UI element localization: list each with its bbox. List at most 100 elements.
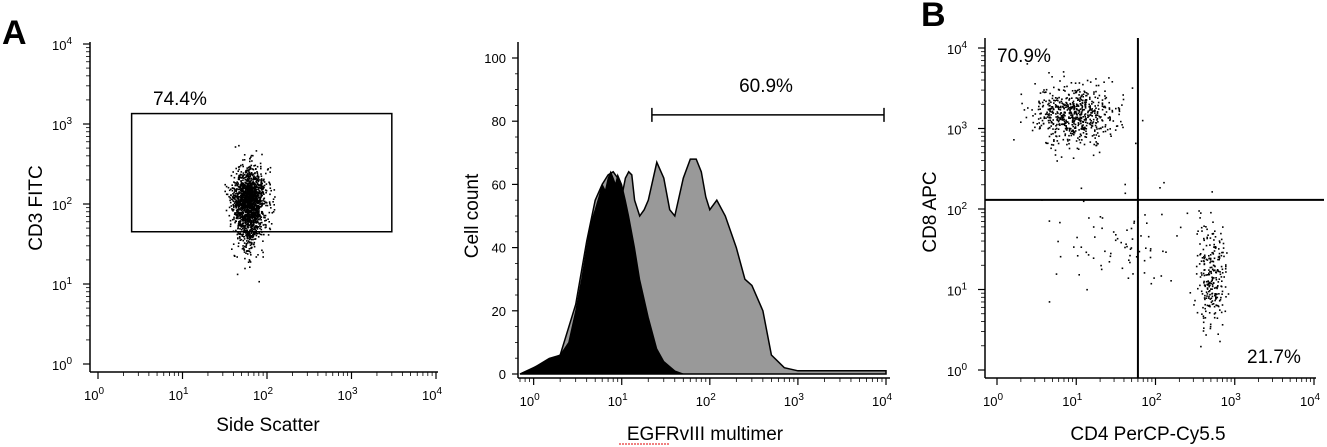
cd3-point xyxy=(242,220,244,222)
cd8-cd4-point xyxy=(1161,213,1163,216)
cd8-cd4-point xyxy=(1049,92,1051,95)
cd8-cd4-point xyxy=(1207,282,1210,285)
cd8-cd4-point xyxy=(1218,300,1221,302)
cd8-cd4-point xyxy=(1222,251,1224,254)
cd8-cd4-point xyxy=(1202,321,1205,324)
cd8-cd4-point xyxy=(1058,123,1060,126)
cd8-cd4-point xyxy=(1084,91,1086,93)
cd8-cd4-point xyxy=(1068,139,1071,141)
cd3-point xyxy=(239,187,242,189)
cd3-point xyxy=(244,227,247,230)
cd3-point xyxy=(245,187,248,189)
cd3-point xyxy=(247,200,249,203)
cd8-cd4-point xyxy=(1084,135,1086,138)
cd3-point xyxy=(233,206,235,209)
cd3-point xyxy=(239,239,241,241)
cd3-point xyxy=(264,189,267,191)
cd8-cd4-point xyxy=(1047,127,1049,130)
cd8-cd4-point xyxy=(1225,296,1227,298)
cd3-point xyxy=(242,225,245,227)
cd3-point xyxy=(243,227,245,229)
cd8-cd4-point xyxy=(1096,128,1098,130)
cd3-point xyxy=(237,200,239,203)
cd8-cd4-point xyxy=(1220,232,1222,235)
cd8-cd4-point xyxy=(1050,106,1053,108)
cd8-cd4-point xyxy=(1079,100,1081,102)
cd8-cd4-point xyxy=(1085,133,1088,135)
cd3-point xyxy=(254,227,256,230)
cd8-cd4-point xyxy=(1071,102,1074,104)
cd3-point xyxy=(262,179,265,182)
cd8-cd4-point xyxy=(1089,107,1091,109)
cd3-point xyxy=(260,178,263,180)
cd8-cd4-point xyxy=(1063,130,1065,133)
cd3-point xyxy=(267,218,269,220)
cd8-cd4-point xyxy=(1217,281,1220,283)
cd3-point xyxy=(228,214,231,217)
cd8-cd4-point xyxy=(1213,316,1216,319)
cd8-cd4-point xyxy=(1055,105,1058,107)
cd8-cd4-point xyxy=(1135,256,1138,258)
cd8-cd4-point xyxy=(1081,109,1084,112)
cd3-point xyxy=(255,168,257,170)
cd3-point xyxy=(260,181,262,184)
cd8-cd4-point xyxy=(1077,99,1079,101)
cd8-cd4-point xyxy=(1053,140,1055,142)
cd8-cd4-point xyxy=(1054,97,1057,99)
cd3-point xyxy=(229,225,232,228)
cd8-cd4-point xyxy=(1068,94,1070,96)
cd8-cd4-point xyxy=(1074,123,1077,126)
cd8-cd4-point xyxy=(1055,273,1058,275)
cd8-cd4-point xyxy=(1075,112,1078,115)
cd3-point xyxy=(265,183,268,185)
cd8-cd4-point xyxy=(1078,139,1081,141)
cd3-point xyxy=(245,243,248,245)
cd8-cd4-point xyxy=(1057,117,1059,119)
cd8-cd4-point xyxy=(1065,122,1067,124)
cd3-point xyxy=(250,154,253,157)
cd8-cd4-point xyxy=(1144,214,1146,216)
cd3-point xyxy=(246,218,249,220)
cd8-cd4-point xyxy=(1213,239,1215,241)
cd3-point xyxy=(244,217,247,220)
cd3-point xyxy=(237,205,239,207)
cd8-cd4-point xyxy=(1090,109,1093,111)
cd8-cd4-point xyxy=(1085,117,1087,120)
cd3-point xyxy=(254,195,256,198)
cd3-point xyxy=(250,196,252,198)
cd3-x-tick-label: 103 xyxy=(337,386,357,403)
cd3-point xyxy=(239,215,241,217)
cd8-cd4-point xyxy=(1221,280,1223,282)
cd8-cd4-point xyxy=(1043,117,1046,120)
cd3-point xyxy=(243,247,245,250)
cd8-cd4-point xyxy=(1215,304,1217,306)
cd3-point xyxy=(248,211,251,213)
cd3-point xyxy=(250,232,253,235)
cd3-x-axis-title: Side Scatter xyxy=(216,415,320,436)
cd8-cd4-point xyxy=(1047,142,1049,145)
cd8-cd4-point xyxy=(1211,278,1214,280)
cd8-cd4-point xyxy=(1087,110,1089,113)
cd8-cd4-point xyxy=(1079,120,1082,123)
cd3-point xyxy=(246,206,248,209)
cd8-cd4-point xyxy=(1165,251,1167,253)
cd8-cd4-point xyxy=(1203,225,1205,227)
cd8-cd4-x-axis-title: CD4 PerCP-Cy5.5 xyxy=(1070,424,1225,445)
cd3-point xyxy=(256,201,259,203)
cd8-cd4-point xyxy=(1211,300,1214,302)
cd3-point xyxy=(241,216,244,219)
cd8-cd4-y-tick-label: 101 xyxy=(947,282,967,299)
histogram-x-tick-label: 104 xyxy=(872,392,892,409)
cd3-point xyxy=(260,194,262,197)
cd3-point xyxy=(257,214,260,217)
cd8-cd4-point xyxy=(1204,294,1206,297)
cd3-point xyxy=(259,225,261,227)
cd8-cd4-point xyxy=(1064,124,1066,127)
cd3-point xyxy=(231,248,233,250)
cd8-cd4-point xyxy=(1105,96,1108,99)
cd3-point xyxy=(238,222,240,225)
cd3-point xyxy=(239,198,242,201)
cd3-y-tick-label: 103 xyxy=(52,116,72,133)
cd8-cd4-point xyxy=(1056,123,1058,126)
cd8-cd4-point xyxy=(1066,109,1069,111)
